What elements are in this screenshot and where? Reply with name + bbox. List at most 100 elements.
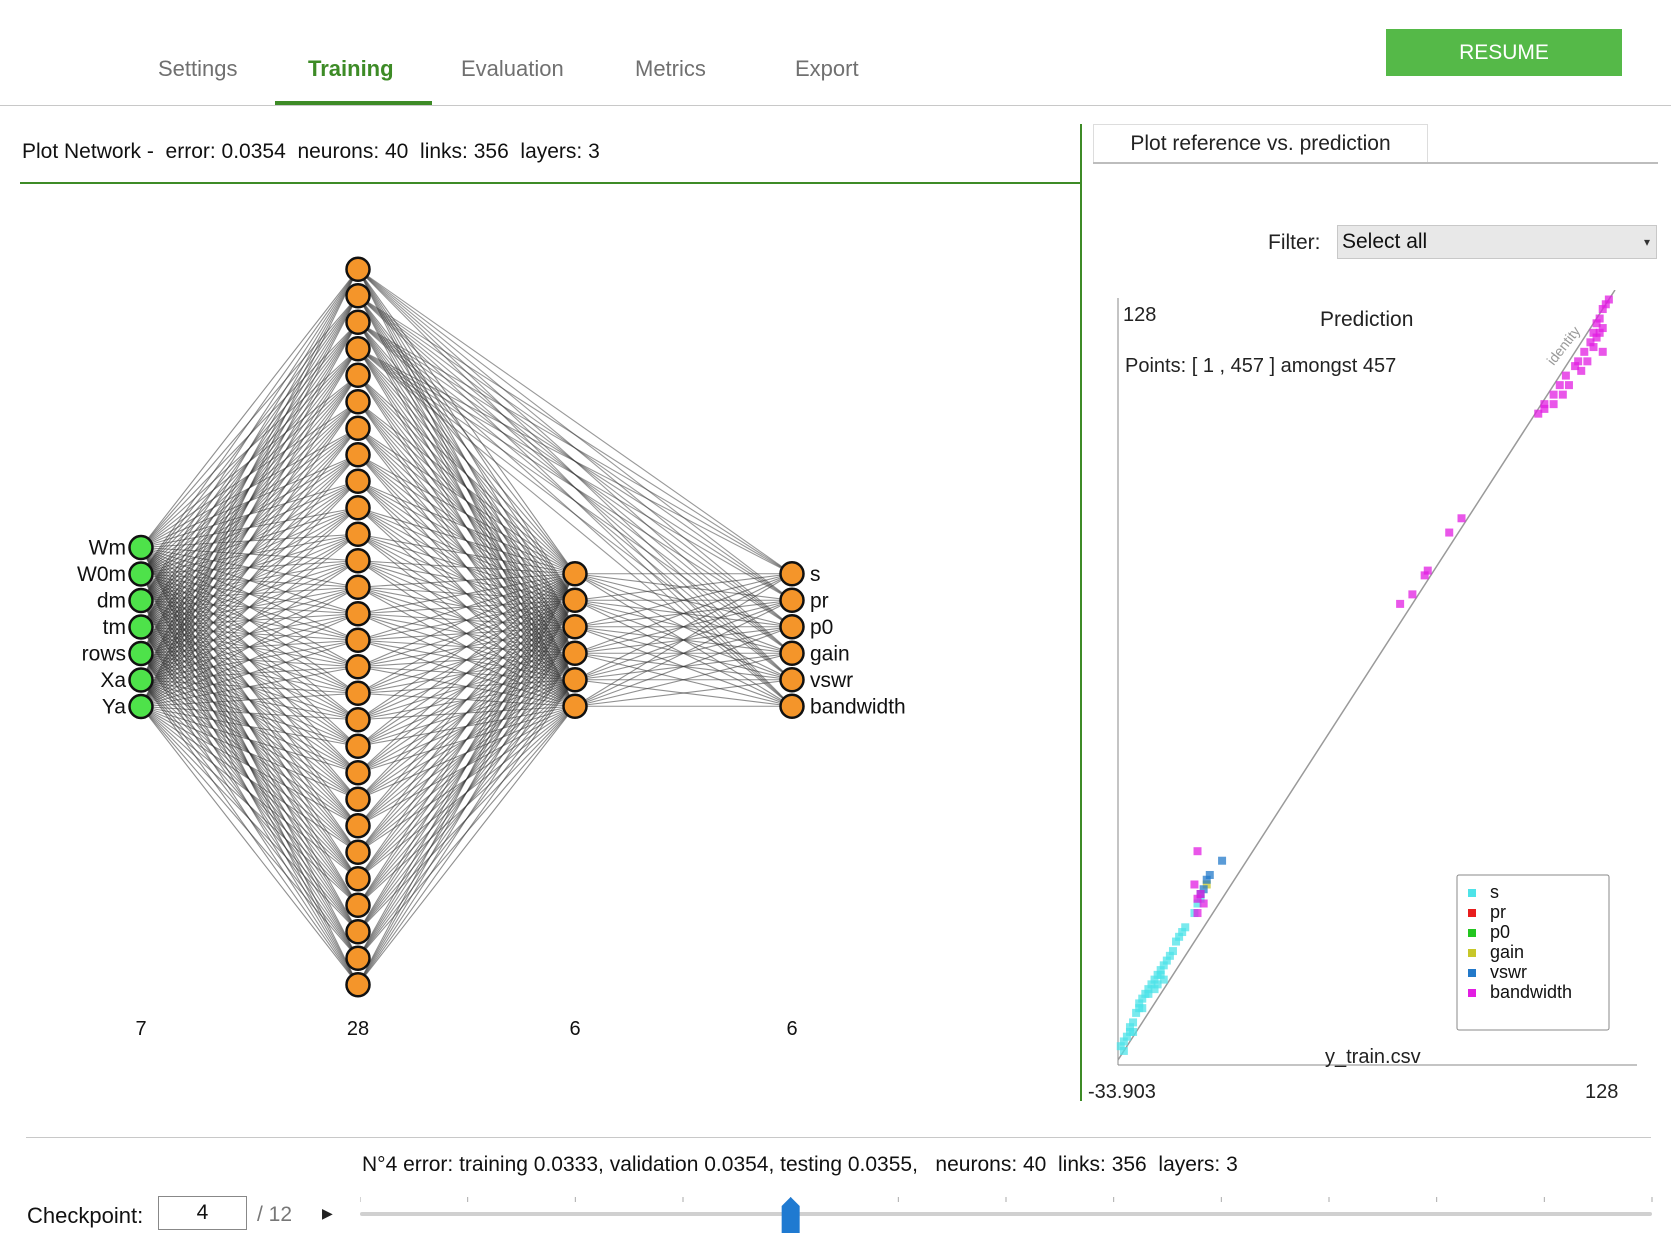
network-nodes (128, 256, 805, 998)
scatter-point-bandwidth (1549, 390, 1558, 399)
network-link (140, 321, 359, 707)
input-neuron (128, 534, 154, 561)
scatter-point-bandwidth (1595, 314, 1604, 323)
scatter-point-bandwidth (1193, 894, 1202, 903)
panel-splitter[interactable] (1080, 124, 1082, 1101)
network-plot-header: Plot Network - error: 0.0354 neurons: 40… (22, 140, 600, 163)
network-link (140, 268, 359, 681)
hidden-neuron (562, 561, 588, 587)
resume-button[interactable]: RESUME (1386, 29, 1622, 76)
network-link (574, 679, 793, 707)
hidden-neuron (345, 336, 371, 362)
input-neuron (128, 587, 154, 614)
legend-label: s (1490, 882, 1499, 902)
network-labels: Wm W0m dm tm rows Xa Ya s pr p0 gain vswr bandwidth 7… (77, 537, 906, 1041)
y-max-label: 128 (1123, 304, 1156, 326)
scatter-point-bandwidth (1193, 847, 1202, 856)
scatter-point-bandwidth (1595, 328, 1604, 337)
network-link (140, 706, 359, 827)
scatter-point-s (1159, 975, 1168, 984)
output-neuron (779, 693, 805, 719)
legend-swatch (1468, 929, 1476, 937)
reference-vs-prediction-scatter[interactable]: identity 128 Prediction Points: [ 1 , 45… (1085, 290, 1665, 1110)
hidden-neuron (345, 813, 371, 839)
input-neuron (128, 561, 154, 587)
tab-evaluation[interactable]: Evaluation (461, 56, 564, 81)
legend-swatch (1468, 909, 1476, 917)
input-label: W0m (77, 563, 126, 586)
scatter-point-bandwidth (1598, 324, 1607, 333)
hidden-neuron (345, 760, 371, 786)
output-label: vswr (810, 669, 853, 692)
network-links (140, 268, 793, 986)
network-link (140, 706, 359, 959)
checkpoint-total: / 12 (257, 1203, 293, 1226)
network-link (574, 626, 793, 707)
network-link (140, 692, 359, 708)
checkpoint-slider[interactable] (360, 1190, 1655, 1235)
network-link (357, 295, 793, 575)
tab-settings[interactable]: Settings (158, 56, 238, 81)
hidden-neuron (345, 733, 371, 759)
scatter-point-s (1135, 999, 1144, 1008)
hidden-neuron (345, 362, 371, 388)
hidden-neuron (345, 389, 371, 415)
hidden-neuron (345, 707, 371, 733)
hidden-neuron (345, 680, 371, 706)
checkpoint-input[interactable] (158, 1196, 247, 1230)
network-link (357, 573, 576, 615)
network-link (140, 705, 359, 747)
network-link (357, 480, 576, 575)
network-link (357, 268, 576, 575)
tab-training[interactable]: Training (308, 56, 394, 81)
scatter-point-bandwidth (1534, 409, 1543, 418)
dropdown-arrow-icon: ▾ (1643, 235, 1650, 249)
network-link (574, 573, 793, 601)
output-label: s (810, 563, 821, 586)
active-tab-indicator (275, 101, 432, 105)
hidden-neuron (345, 574, 371, 600)
scatter-point-bandwidth (1583, 357, 1592, 366)
hidden-neuron (345, 601, 371, 627)
hidden-neuron (345, 468, 371, 494)
network-link (357, 533, 576, 575)
legend-label: pr (1490, 902, 1506, 922)
slider-thumb[interactable] (781, 1197, 800, 1233)
network-link (140, 639, 359, 708)
checkpoint-label: Checkpoint: (27, 1203, 144, 1228)
tab-metrics[interactable]: Metrics (635, 56, 706, 81)
filter-label: Filter: (1268, 231, 1321, 254)
scatter-point-s (1129, 1018, 1138, 1027)
network-link (140, 374, 359, 707)
network-link (357, 348, 793, 628)
x-min-label: -33.903 (1088, 1081, 1156, 1103)
network-link (357, 454, 576, 575)
legend-label: p0 (1490, 922, 1510, 942)
output-label: pr (810, 589, 829, 612)
scatter-point-s (1178, 928, 1187, 937)
scatter-point-bandwidth (1580, 347, 1589, 356)
network-link (357, 560, 576, 575)
hidden-neuron (345, 521, 371, 547)
scatter-point-s (1150, 975, 1159, 984)
output-label: bandwidth (810, 695, 906, 718)
scatter-point-bandwidth (1577, 366, 1586, 375)
tab-export[interactable]: Export (795, 56, 859, 81)
output-label: gain (810, 642, 850, 665)
scatter-point-bandwidth (1190, 880, 1199, 889)
scatter-point-s (1168, 947, 1177, 956)
network-link (140, 586, 359, 707)
scatter-point-s (1147, 980, 1156, 989)
network-link (357, 573, 576, 747)
network-diagram: Wm W0m dm tm rows Xa Ya s pr p0 gain vswr bandwidth 7… (77, 256, 906, 1041)
network-link (357, 599, 576, 986)
tab-plot-reference-vs-prediction[interactable]: Plot reference vs. prediction (1093, 124, 1428, 163)
scatter-point-bandwidth (1540, 400, 1549, 409)
hidden-neuron (345, 309, 371, 335)
network-link (357, 348, 793, 654)
hidden-neuron (345, 786, 371, 812)
filter-select[interactable]: Select all ▾ (1337, 225, 1657, 259)
input-label: Wm (89, 537, 126, 560)
play-icon[interactable]: ▶ (322, 1205, 333, 1221)
network-link (357, 348, 793, 575)
